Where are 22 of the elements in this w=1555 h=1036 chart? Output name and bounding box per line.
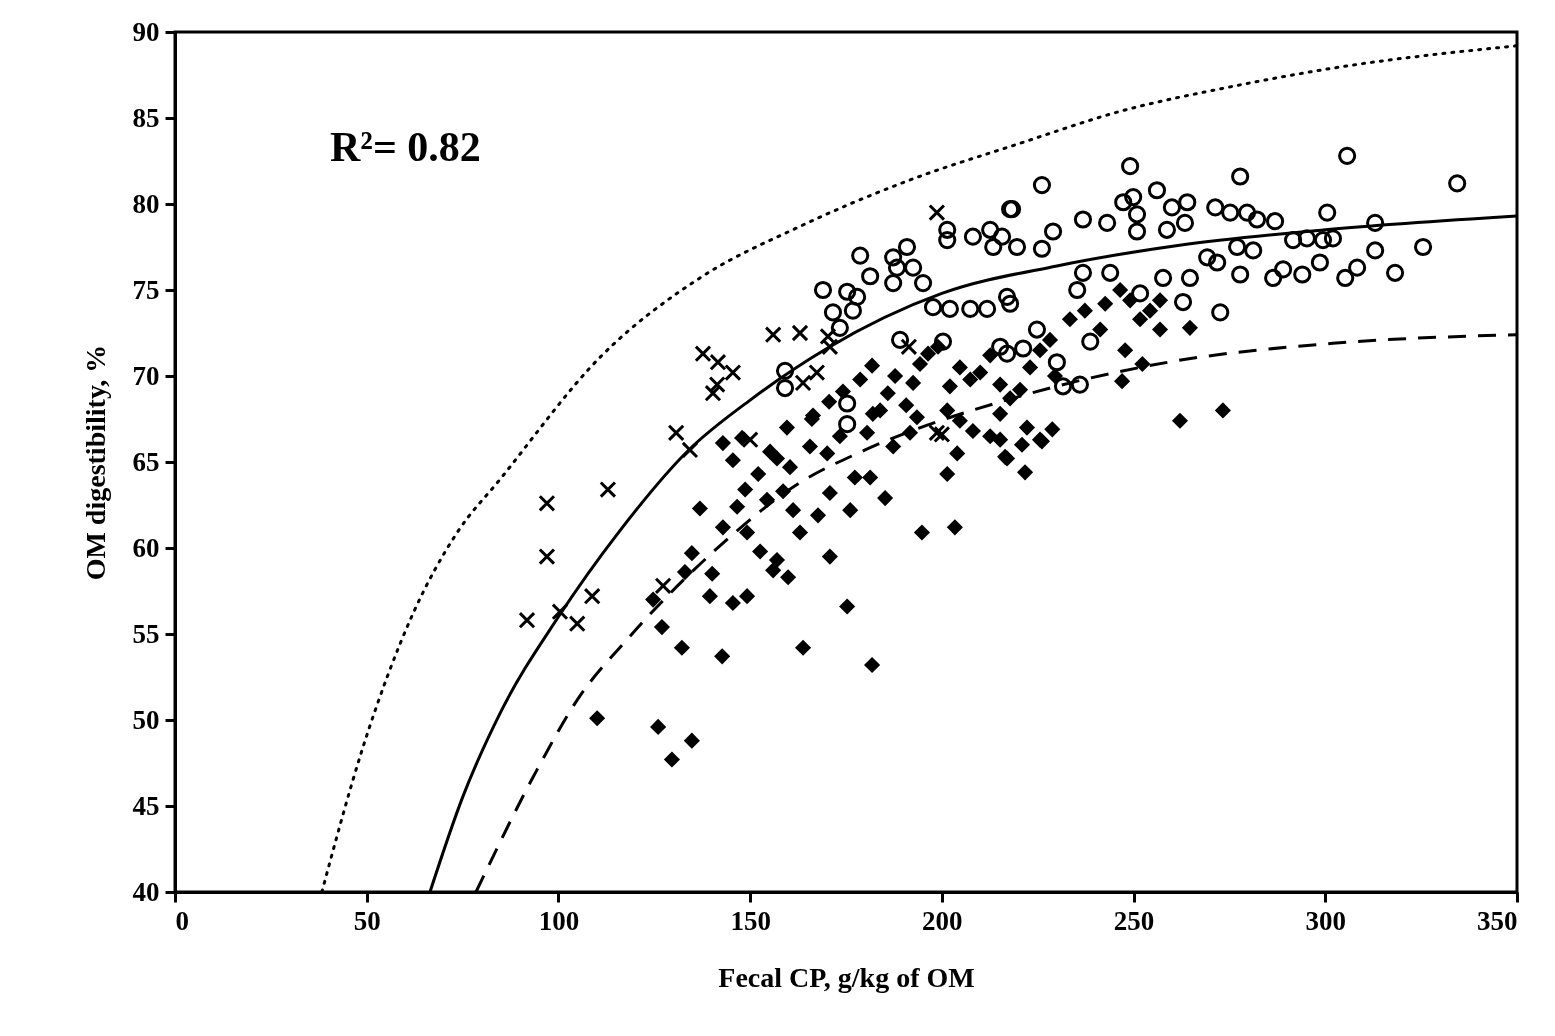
annotation: R²= 0.82 bbox=[330, 124, 481, 170]
x-tick-label: 200 bbox=[922, 905, 963, 936]
y-tick-label: 55 bbox=[132, 618, 160, 649]
x-tick-label: 350 bbox=[1477, 905, 1518, 936]
x-tick-label: 0 bbox=[175, 905, 189, 936]
y-tick-label: 90 bbox=[132, 16, 160, 47]
y-tick-label: 70 bbox=[132, 360, 160, 391]
x-tick-label: 50 bbox=[353, 905, 381, 936]
y-tick-label: 80 bbox=[132, 188, 160, 219]
y-tick-label: 85 bbox=[132, 102, 160, 133]
y-tick-label: 45 bbox=[132, 790, 160, 821]
y-tick-label: 65 bbox=[132, 446, 160, 477]
x-tick-label: 300 bbox=[1305, 905, 1347, 936]
x-axis-title: Fecal CP, g/kg of OM bbox=[718, 961, 975, 993]
y-tick-label: 50 bbox=[132, 704, 160, 735]
y-tick-label: 40 bbox=[132, 876, 160, 907]
x-tick-label: 250 bbox=[1113, 905, 1155, 936]
y-axis-title: OM digestibility, % bbox=[79, 344, 111, 581]
x-tick-label: 150 bbox=[730, 905, 771, 936]
x-tick-label: 100 bbox=[538, 905, 580, 936]
y-tick-label: 75 bbox=[132, 274, 160, 305]
y-tick-label: 60 bbox=[132, 532, 160, 563]
